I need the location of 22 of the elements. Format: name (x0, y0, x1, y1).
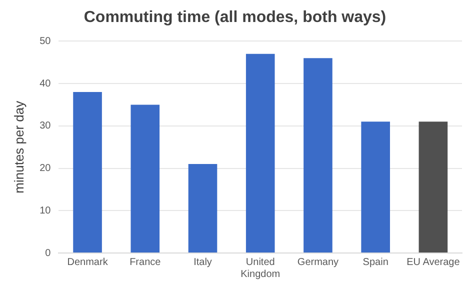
bar (130, 104, 160, 252)
y-tick-label: 10 (40, 205, 52, 216)
y-axis-title: minutes per day (11, 100, 26, 194)
bar (188, 164, 218, 252)
bar (73, 92, 102, 252)
y-tick-label: 20 (40, 163, 52, 174)
bar (246, 54, 275, 252)
bar (361, 122, 390, 252)
y-tick-label: 30 (40, 120, 52, 132)
x-tick-label: France (130, 256, 162, 268)
y-tick-label: 50 (40, 36, 52, 47)
y-tick-label: 40 (40, 78, 52, 90)
bar (304, 58, 332, 252)
x-tick-label: United Kingdom (240, 256, 280, 280)
x-tick-label: EU Average (406, 256, 460, 268)
bar (418, 122, 448, 252)
chart-title: Commuting time (all modes, both ways) (84, 9, 386, 26)
y-tick-label: 0 (45, 248, 52, 259)
x-tick-label: Italy (194, 256, 212, 268)
x-tick-label: Denmark (67, 256, 109, 268)
x-tick-label: Spain (362, 256, 388, 268)
x-tick-label: Germany (297, 256, 339, 268)
